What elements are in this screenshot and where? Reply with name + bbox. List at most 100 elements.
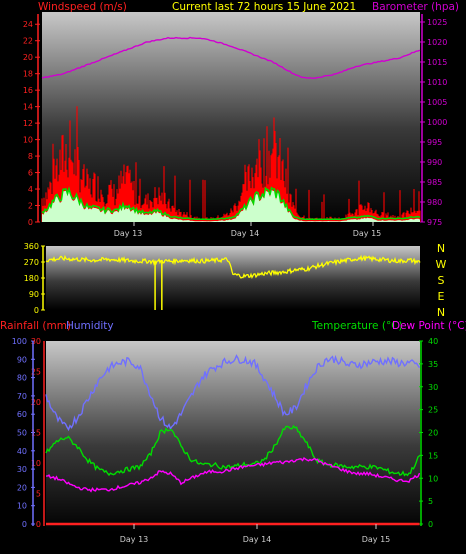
compass-label: N <box>437 306 445 319</box>
wind-y-tick-label: 22 <box>23 37 33 46</box>
temp-y-tick-label: 35 <box>428 360 438 369</box>
humidity-line <box>45 354 421 432</box>
rain-y-tick-label: 10 <box>31 459 41 468</box>
baro-y-tick-label: 1010 <box>427 78 447 87</box>
temp-y-tick-label: 15 <box>428 451 438 460</box>
wind-x-tick-label: Day 14 <box>231 229 260 238</box>
baro-y-tick-label: 995 <box>427 138 442 147</box>
wind-x-ticks: Day 13 Day 14 Day 15 <box>114 222 382 238</box>
temp-y-ticks: 0 5 10 15 20 25 30 35 40 <box>419 337 438 529</box>
wind-y-tick-label: 0 <box>28 218 33 227</box>
wind-y-tick-label: 6 <box>28 169 33 178</box>
direction-y-ticks: 0 90 180 270 360 <box>24 242 45 315</box>
temp-hum-panel: Rainfall (mm) Humidity Temperature (°C) … <box>0 320 466 544</box>
direction-series <box>45 254 421 310</box>
baro-y-tick-label: 1015 <box>427 58 447 67</box>
temp-series <box>45 354 421 526</box>
wind-direction-line <box>45 254 421 280</box>
rain-y-tick-label: 25 <box>31 368 41 377</box>
wind-y-tick-label: 18 <box>23 70 33 79</box>
compass-label: E <box>438 290 445 303</box>
humidity-y-tick-label: 70 <box>17 392 27 401</box>
humidity-y-tick-label: 60 <box>17 410 27 419</box>
baro-y-tick-label: 1000 <box>427 118 447 127</box>
wind-y-tick-label: 12 <box>23 119 33 128</box>
wind-average-line <box>41 186 421 221</box>
wind-y-tick-label: 8 <box>28 152 33 161</box>
rain-y-ticks: 0 5 10 15 20 25 30 <box>31 337 41 529</box>
temp-y-tick-label: 0 <box>428 520 433 529</box>
humidity-y-tick-label: 100 <box>12 337 27 346</box>
compass-label: N <box>437 242 445 255</box>
humidity-y-tick-label: 40 <box>17 447 27 456</box>
direction-y-tick-label: 270 <box>24 258 39 267</box>
direction-y-tick-label: 360 <box>24 242 39 251</box>
baro-y-tick-label: 1005 <box>427 98 447 107</box>
temp-plot-area <box>46 341 420 532</box>
wind-y-tick-label: 4 <box>28 185 33 194</box>
baro-y-ticks: 975 980 985 990 995 1000 1005 1010 1015 1020 1025 <box>420 18 447 227</box>
direction-y-tick-label: 0 <box>34 306 39 315</box>
rain-y-tick-label: 20 <box>31 398 41 407</box>
wind-baro-panel: Windspeed (m/s) Current last 72 hours 15… <box>23 1 459 238</box>
temp-y-tick-label: 25 <box>428 406 438 415</box>
baro-axis-title: Barometer (hpa) <box>372 1 459 13</box>
wind-y-tick-label: 10 <box>23 136 33 145</box>
rain-y-tick-label: 5 <box>36 490 41 499</box>
humidity-y-tick-label: 80 <box>17 374 27 383</box>
wind-axis-title: Windspeed (m/s) <box>38 1 127 13</box>
temperature-line <box>45 424 420 477</box>
rain-y-tick-label: 0 <box>36 520 41 529</box>
wind-series <box>41 36 421 222</box>
humidity-y-tick-label: 20 <box>17 483 27 492</box>
humidity-y-tick-label: 10 <box>17 502 27 511</box>
humidity-y-ticks: 0 10 20 30 40 50 60 70 80 90 100 <box>12 337 35 529</box>
humidity-axis-title: Humidity <box>66 320 114 332</box>
temp-x-tick-label: Day 13 <box>120 535 149 544</box>
dewpoint-line <box>45 456 421 493</box>
humidity-y-tick-label: 30 <box>17 465 27 474</box>
barometer-line <box>41 36 421 79</box>
direction-plot-area <box>46 246 420 310</box>
direction-y-tick-label: 180 <box>24 274 39 283</box>
rain-y-tick-label: 15 <box>31 429 41 438</box>
chart-title: Current last 72 hours 15 June 2021 <box>172 1 356 13</box>
baro-y-tick-label: 990 <box>427 158 442 167</box>
wind-plot-area <box>42 12 420 224</box>
humidity-y-tick-label: 0 <box>22 520 27 529</box>
temp-y-tick-label: 10 <box>428 474 438 483</box>
direction-y-tick-label: 90 <box>29 290 39 299</box>
rainfall-axis-title: Rainfall (mm) <box>0 320 71 332</box>
baro-y-tick-label: 1025 <box>427 18 447 27</box>
temp-x-ticks: Day 13 Day 14 Day 15 <box>120 524 391 544</box>
compass-label: S <box>438 274 445 287</box>
temperature-axis-title: Temperature (°C) <box>311 320 403 332</box>
temp-y-tick-label: 30 <box>428 383 438 392</box>
rain-y-tick-label: 30 <box>31 337 41 346</box>
temp-x-tick-label: Day 15 <box>362 535 391 544</box>
temp-y-tick-label: 40 <box>428 337 438 346</box>
compass-label: W <box>436 258 447 271</box>
dewpoint-axis-title: Dew Point (°C) <box>392 320 466 332</box>
humidity-y-tick-label: 90 <box>17 355 27 364</box>
temp-x-tick-label: Day 14 <box>243 535 272 544</box>
wind-y-tick-label: 16 <box>23 86 33 95</box>
baro-y-tick-label: 1020 <box>427 38 447 47</box>
wind-x-tick-label: Day 13 <box>114 229 143 238</box>
wind-y-tick-label: 24 <box>23 20 33 29</box>
temp-y-tick-label: 20 <box>428 429 438 438</box>
wind-y-tick-label: 20 <box>23 53 33 62</box>
temp-y-tick-label: 5 <box>428 497 433 506</box>
baro-y-tick-label: 975 <box>427 218 442 227</box>
wind-y-tick-label: 14 <box>23 103 33 112</box>
wind-average-fill <box>42 189 420 222</box>
baro-y-tick-label: 980 <box>427 198 442 207</box>
humidity-y-tick-label: 50 <box>17 429 27 438</box>
baro-y-tick-label: 985 <box>427 178 442 187</box>
wind-x-tick-label: Day 15 <box>353 229 382 238</box>
wind-y-tick-label: 2 <box>28 202 33 211</box>
